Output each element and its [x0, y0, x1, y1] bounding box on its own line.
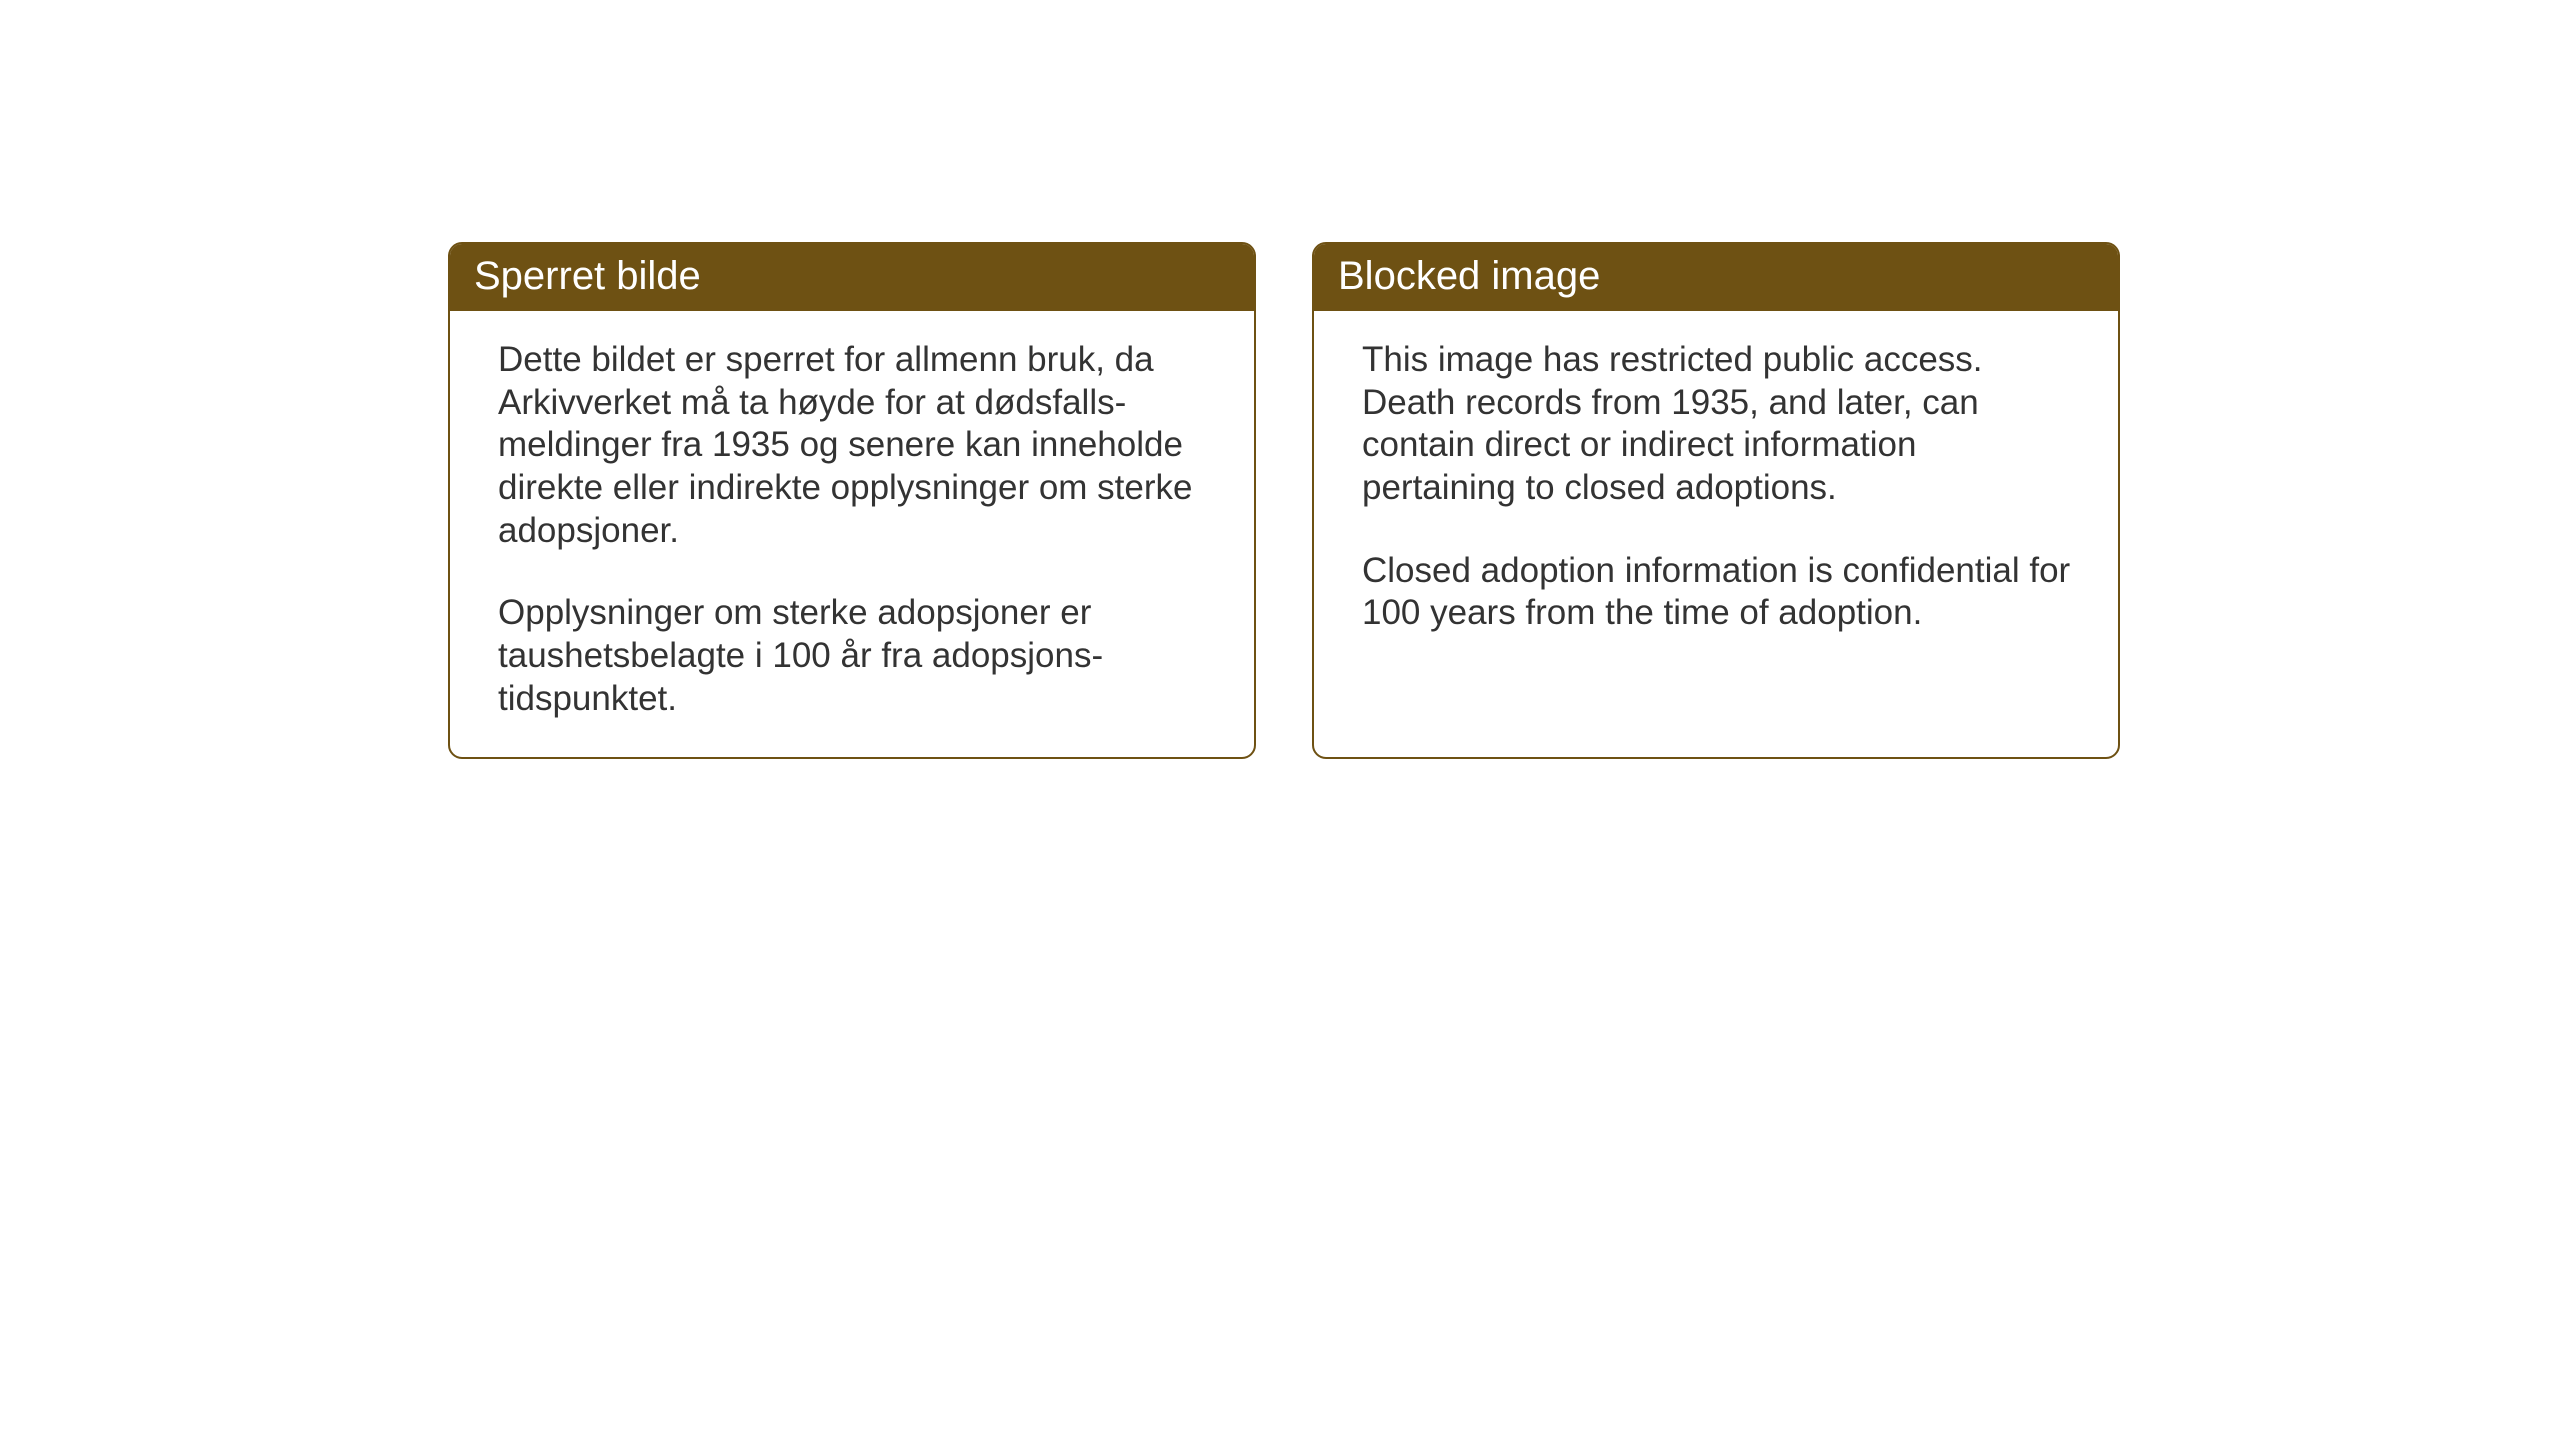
- norwegian-paragraph-1: Dette bildet er sperret for allmenn bruk…: [498, 339, 1214, 552]
- english-card-header: Blocked image: [1314, 244, 2118, 311]
- norwegian-card-body: Dette bildet er sperret for allmenn bruk…: [450, 311, 1254, 757]
- norwegian-card-header: Sperret bilde: [450, 244, 1254, 311]
- cards-container: Sperret bilde Dette bildet er sperret fo…: [448, 242, 2120, 759]
- english-card: Blocked image This image has restricted …: [1312, 242, 2120, 759]
- english-paragraph-1: This image has restricted public access.…: [1362, 339, 2078, 510]
- english-card-body: This image has restricted public access.…: [1314, 311, 2118, 743]
- norwegian-card-title: Sperret bilde: [474, 254, 701, 298]
- norwegian-paragraph-2: Opplysninger om sterke adopsjoner er tau…: [498, 592, 1214, 720]
- english-card-title: Blocked image: [1338, 254, 1600, 298]
- english-paragraph-2: Closed adoption information is confident…: [1362, 550, 2078, 635]
- norwegian-card: Sperret bilde Dette bildet er sperret fo…: [448, 242, 1256, 759]
